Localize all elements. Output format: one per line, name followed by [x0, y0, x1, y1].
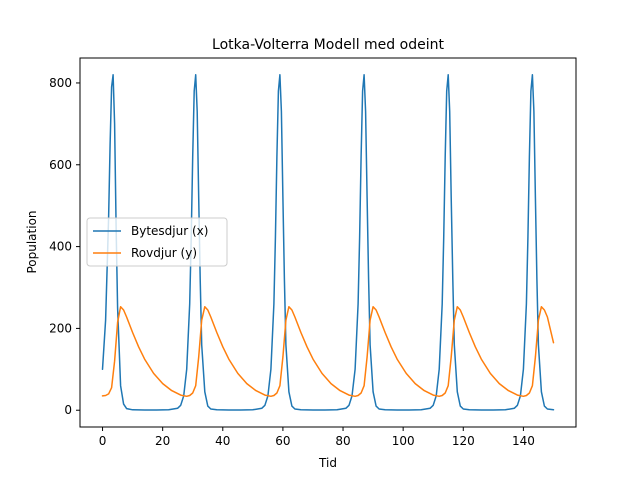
x-tick-label: 80: [335, 434, 350, 448]
x-axis-ticks: 0 20 40 60 80 100 120 140: [99, 427, 535, 448]
y-axis-ticks: 0 200 400 600 800: [49, 76, 80, 417]
x-tick-label: 20: [155, 434, 170, 448]
x-tick-label: 0: [99, 434, 107, 448]
plot-lines: [101, 74, 555, 411]
y-tick-label: 200: [49, 321, 72, 335]
y-tick-label: 400: [49, 240, 72, 254]
x-tick-label: 60: [275, 434, 290, 448]
y-tick-label: 0: [64, 403, 72, 417]
legend-box: [86, 217, 228, 267]
x-tick-label: 40: [215, 434, 230, 448]
x-tick-label: 100: [392, 434, 415, 448]
legend: Bytesdjur (x) Rovdjur (y): [86, 217, 228, 267]
y-axis-label: Population: [25, 210, 39, 273]
chart-title: Lotka-Volterra Modell med odeint: [212, 37, 444, 53]
x-axis-label: Tid: [318, 456, 337, 470]
plot-frame: [79, 57, 577, 428]
legend-label-predator: Rovdjur (y): [131, 246, 197, 260]
x-tick-label: 140: [512, 434, 535, 448]
legend-label-prey: Bytesdjur (x): [131, 224, 208, 238]
series-line-0: [101, 74, 555, 411]
y-tick-label: 800: [49, 76, 72, 90]
series-line-1: [101, 305, 555, 398]
x-tick-label: 120: [452, 434, 475, 448]
y-tick-label: 600: [49, 158, 72, 172]
